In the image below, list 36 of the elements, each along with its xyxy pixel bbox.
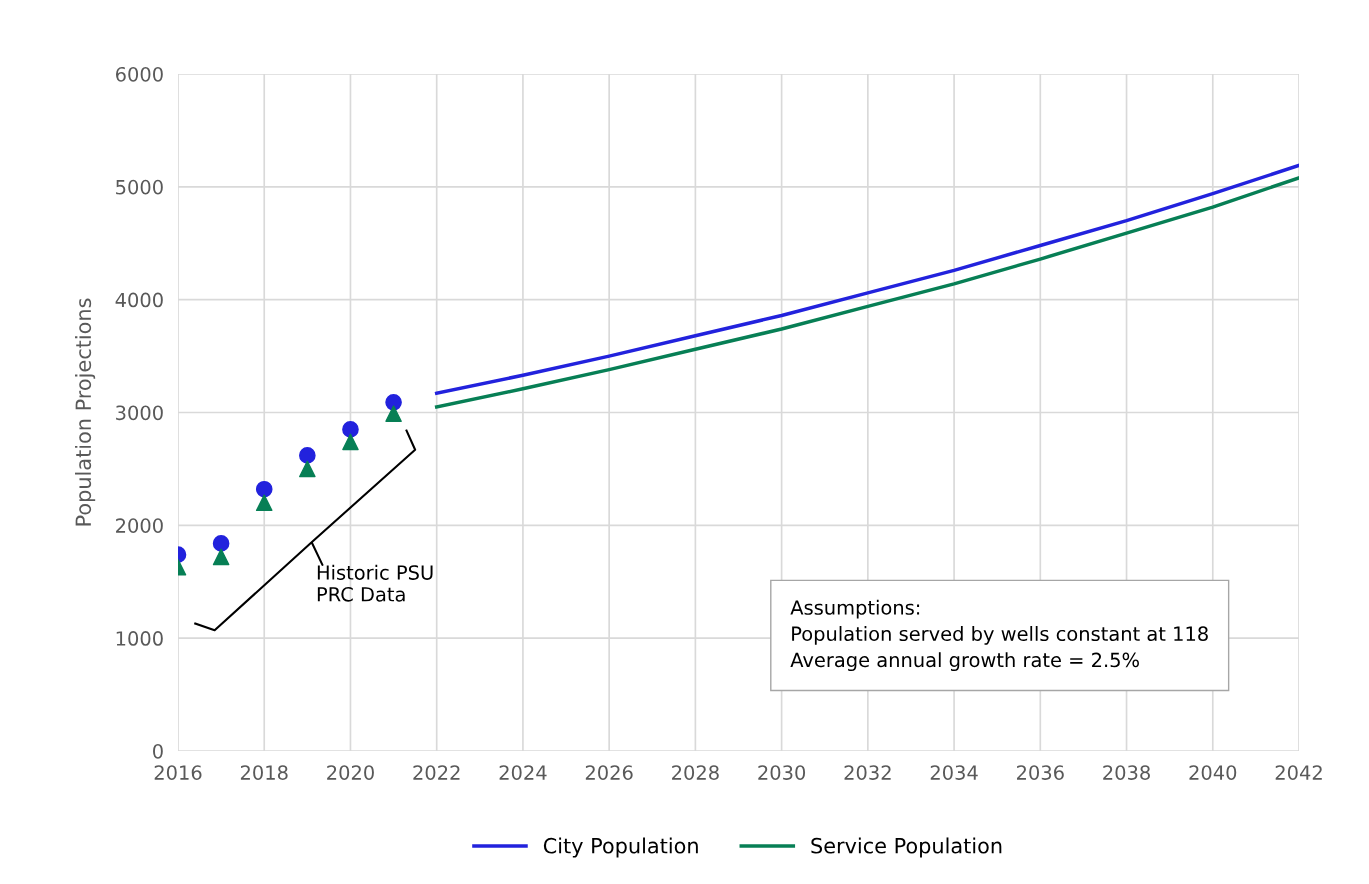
point — [255, 480, 273, 498]
x-tick-label: 2032 — [844, 765, 891, 780]
x-tick-label: 2040 — [1189, 765, 1237, 780]
x-tick-label: 2038 — [1103, 765, 1150, 780]
x-tick-label: 2022 — [413, 765, 460, 780]
y-axis-title: Population Projections — [75, 298, 96, 526]
x-tick-label: 2016 — [154, 765, 202, 780]
x-tick-label: 2034 — [930, 765, 978, 780]
x-tick-label: 2042 — [1275, 765, 1322, 780]
y-tick-label: 3000 — [116, 405, 163, 421]
point — [342, 433, 359, 451]
y-tick-label: 2000 — [116, 518, 163, 533]
legend-label: City Population — [543, 837, 698, 858]
point — [385, 405, 402, 422]
legend-label: Service Population — [811, 837, 1002, 858]
annotation: Assumptions: Population served by wells constant at 118 Average annual growth rate = 2.5% — [790, 599, 1208, 672]
point — [342, 421, 359, 438]
y-tick-label: 4000 — [115, 292, 163, 308]
point — [299, 460, 316, 478]
point — [255, 494, 273, 512]
x-tick-label: 2024 — [499, 765, 547, 780]
y-tick-label: 1000 — [116, 631, 163, 646]
x-tick-label: 2028 — [672, 765, 719, 780]
x-tick-label: 2026 — [585, 765, 633, 780]
x-tick-label: 2036 — [1016, 765, 1064, 780]
x-tick-label: 2020 — [327, 765, 374, 780]
point — [385, 394, 402, 411]
y-tick-label: 0 — [153, 743, 163, 759]
x-tick-label: 2030 — [758, 765, 806, 780]
x-tick-label: 2018 — [240, 765, 288, 780]
y-tick-label: 5000 — [116, 179, 163, 195]
point — [212, 548, 230, 566]
annotation: Historic PSU PRC Data — [317, 564, 433, 602]
point — [212, 535, 230, 552]
y-tick-label: 6000 — [115, 66, 163, 82]
point — [299, 447, 316, 464]
